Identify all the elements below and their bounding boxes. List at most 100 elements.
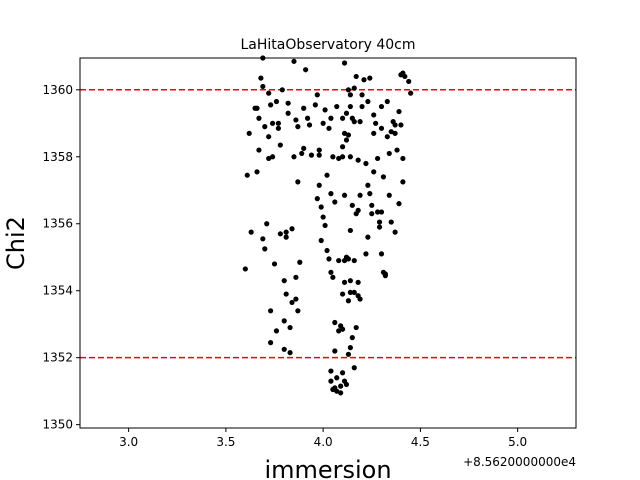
data-point [285, 110, 291, 116]
data-point [396, 108, 402, 115]
data-point [304, 115, 311, 121]
data-point [318, 204, 324, 210]
data-point [287, 324, 293, 331]
data-point [301, 145, 307, 152]
data-point [376, 219, 383, 225]
data-point [408, 90, 414, 96]
data-point [314, 92, 320, 98]
data-point [285, 100, 291, 106]
data-point [299, 150, 305, 157]
data-point [314, 196, 320, 202]
x-axis-offset-label: +8.5620000000e4 [463, 455, 576, 469]
data-point [281, 318, 287, 324]
data-point [376, 224, 383, 230]
data-point [320, 120, 326, 126]
data-point [256, 147, 262, 153]
data-point [246, 130, 252, 136]
data-point [332, 348, 338, 354]
y-tick-label: 1358 [42, 150, 73, 164]
data-point [258, 75, 264, 81]
data-point [322, 107, 328, 113]
data-point [365, 234, 371, 240]
y-tick-label: 1356 [42, 217, 73, 231]
data-point [328, 191, 334, 197]
data-point [242, 266, 248, 272]
x-tick-label: 3.0 [119, 435, 138, 449]
data-point [326, 125, 332, 131]
data-point [351, 289, 357, 295]
data-point [388, 129, 394, 135]
data-point [394, 147, 400, 153]
data-point [375, 209, 381, 215]
data-point [345, 256, 352, 262]
data-point [351, 85, 357, 91]
data-point [351, 365, 357, 371]
data-point [293, 117, 299, 123]
data-point [262, 124, 268, 130]
data-point [254, 105, 260, 111]
data-point [275, 120, 281, 126]
data-point [266, 90, 272, 96]
data-point [367, 191, 373, 197]
data-point [328, 269, 334, 275]
data-point [339, 326, 346, 332]
data-point [316, 182, 322, 188]
data-point [295, 179, 301, 185]
data-point [312, 102, 318, 108]
data-point [338, 390, 344, 396]
data-point [339, 291, 346, 297]
data-point [341, 130, 348, 136]
data-point [273, 328, 280, 334]
y-tick-label: 1350 [42, 418, 73, 432]
data-point [269, 120, 276, 126]
data-points [242, 55, 414, 396]
data-point [400, 179, 406, 185]
y-tick-label: 1360 [42, 83, 73, 97]
data-point [295, 124, 301, 130]
data-point [378, 209, 385, 215]
data-point [334, 375, 340, 381]
data-point [375, 155, 381, 162]
data-point [353, 324, 359, 331]
data-point [392, 229, 398, 235]
data-point [400, 155, 406, 162]
data-point [388, 219, 394, 225]
data-point [293, 296, 299, 302]
data-point [339, 154, 346, 160]
data-point [396, 201, 402, 207]
data-point [347, 278, 353, 284]
data-point [291, 154, 297, 160]
data-point [283, 229, 289, 235]
data-point [351, 119, 357, 125]
data-point [341, 279, 348, 285]
data-point [378, 125, 385, 131]
data-point [248, 229, 254, 235]
data-point [378, 103, 385, 110]
data-point [339, 370, 346, 376]
data-point [384, 134, 390, 140]
data-point [371, 130, 377, 136]
data-point [336, 328, 342, 334]
data-point [345, 87, 352, 93]
data-point [380, 174, 387, 180]
data-point [361, 77, 367, 83]
data-point [322, 222, 328, 229]
y-tick-label: 1352 [42, 351, 73, 365]
data-point [273, 98, 280, 105]
data-point [367, 75, 373, 81]
data-point [308, 152, 315, 158]
data-point [283, 234, 289, 240]
data-point [291, 58, 297, 64]
data-point [328, 368, 334, 374]
data-point [351, 257, 357, 264]
data-point [266, 134, 272, 140]
data-point [336, 155, 342, 162]
data-point [256, 115, 262, 121]
data-point [306, 122, 313, 128]
data-point [384, 98, 390, 105]
data-point [268, 102, 274, 108]
data-point [347, 345, 353, 351]
data-point [260, 236, 266, 242]
data-point [365, 182, 371, 188]
data-point [339, 144, 346, 150]
